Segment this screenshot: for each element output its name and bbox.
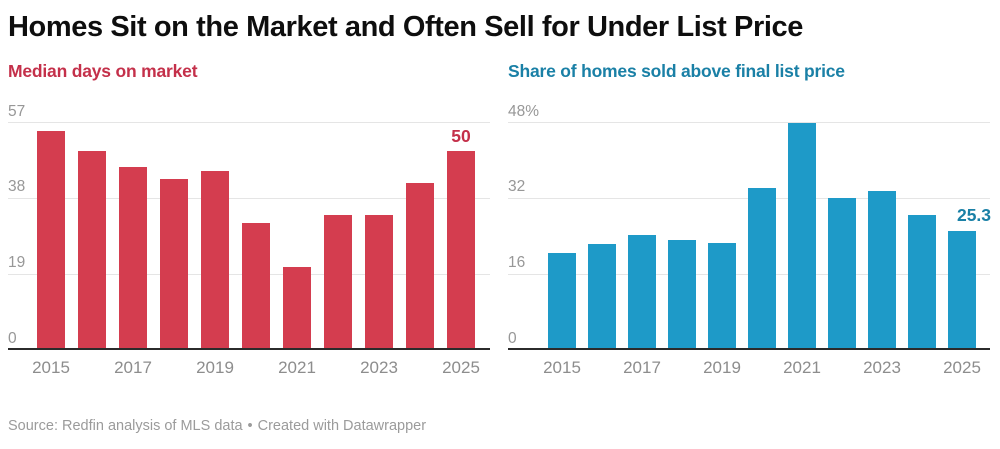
bar-value-label-2025: 50 [451,125,471,146]
bar-2021 [283,266,311,351]
attribution-text: Created with Datawrapper [257,418,427,435]
bars-group [508,122,990,351]
bar-2018 [160,179,188,351]
x-tick-label-2015: 2015 [543,358,581,378]
y-tick-label-19: 19 [8,254,26,272]
bar-value-label-2025: 25.3 [956,205,992,226]
bar-2022 [828,197,856,351]
bar-2017 [628,234,656,351]
bar-2021 [788,122,816,351]
right-chart-subtitle: Share of homes sold above final list pri… [508,61,845,82]
left-chart-subtitle: Median days on market [8,61,198,82]
bar-2023 [868,191,896,351]
bar-2016 [78,151,106,351]
bars-group [8,123,490,351]
x-tick-label-2019: 2019 [703,358,741,378]
y-tick-label-0: 0 [8,329,17,347]
y-tick-label-57: 57 [8,102,26,120]
bar-2022 [324,214,352,351]
y-tick-label-38: 38 [8,178,26,196]
bar-2020 [242,222,270,351]
x-tick-label-2019: 2019 [196,358,234,378]
bar-2020 [748,188,776,351]
gridline-38 [8,197,490,199]
x-tick-label-2025: 2025 [442,358,480,378]
y-tick-label-16: 16 [508,254,526,272]
bar-2024 [406,182,434,351]
charts-row: Median days on market 0 19 38 57 2015 2017 201… [8,61,992,376]
x-tick-label-2021: 2021 [783,358,821,378]
right-chart-plot: 0 16 32 48% 2015 2017 2019 2021 2023 2025 25.3 [508,104,992,376]
x-tick-label-2017: 2017 [114,358,152,378]
x-tick-label-2023: 2023 [360,358,398,378]
gridline-57 [8,122,490,124]
bar-2018 [668,239,696,351]
bar-2024 [908,215,936,351]
source-note: Source: Redfin analysis of MLS data • Crea… [8,418,990,435]
chart-share-sold-above-list: Share of homes sold above final list pri… [508,61,992,376]
left-chart-plot: 0 19 38 57 2015 2017 2019 2021 2023 2025 50 [8,104,490,376]
x-tick-label-2023: 2023 [863,358,901,378]
chart-median-days-on-market: Median days on market 0 19 38 57 2015 2017 201… [8,61,490,376]
chart-container: Homes Sit on the Market and Often Sell f… [0,9,1000,436]
y-tick-label-32: 32 [508,178,526,196]
bar-2019 [201,171,229,351]
x-tick-label-2021: 2021 [278,358,316,378]
bar-2017 [119,167,147,351]
y-tick-label-48: 48% [508,102,540,120]
bar-2016 [588,244,616,351]
bar-2015 [37,131,65,351]
x-tick-label-2017: 2017 [623,358,661,378]
bar-2025 [948,230,976,351]
x-axis-baseline [508,348,990,351]
x-tick-label-2015: 2015 [32,358,70,378]
chart-title: Homes Sit on the Market and Often Sell f… [8,11,803,43]
bar-2015 [548,253,576,351]
source-text: Source: Redfin analysis of MLS data [8,418,243,435]
footer-separator: • [247,418,253,435]
bar-2025 [447,151,475,351]
x-axis-baseline [8,348,490,351]
x-tick-label-2025: 2025 [943,358,981,378]
gridline-48 [508,122,990,124]
y-tick-label-0: 0 [508,329,517,347]
bar-2019 [708,243,736,351]
bar-2023 [365,214,393,351]
